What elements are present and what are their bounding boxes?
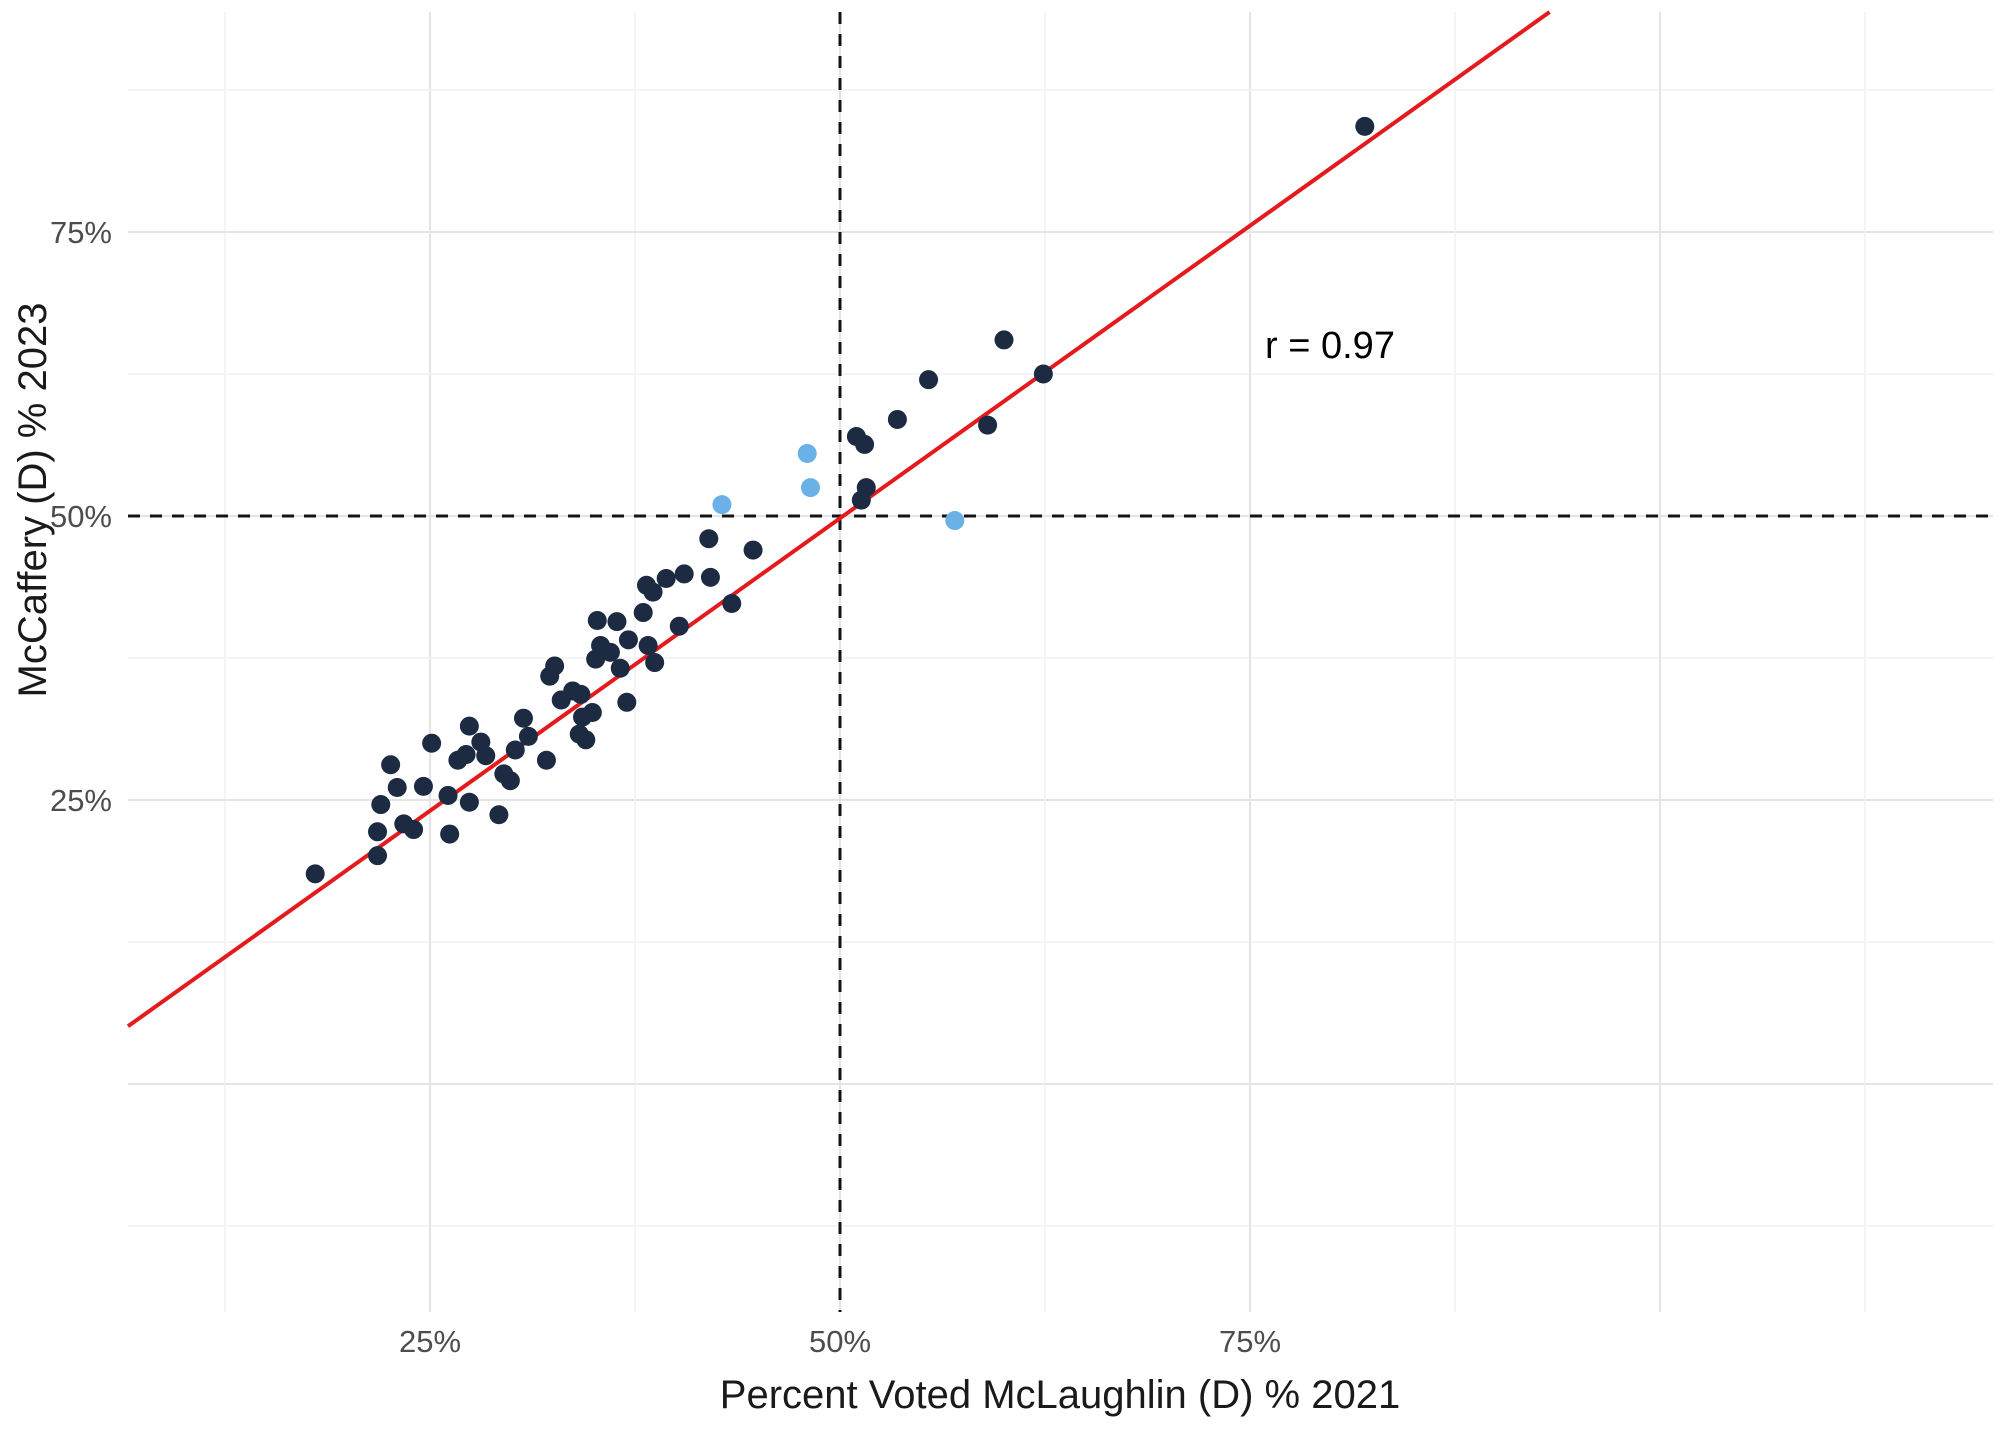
data-point (978, 415, 998, 435)
data-point (645, 653, 665, 673)
data-point (536, 750, 556, 770)
data-point (1033, 364, 1053, 384)
data-point (919, 370, 939, 390)
data-point (674, 564, 694, 584)
data-point (438, 785, 458, 805)
data-point (607, 612, 627, 632)
data-point (459, 792, 479, 812)
data-point (551, 690, 571, 710)
data-point (476, 746, 496, 766)
axis-ticks: 25% 50% 75% 25% 50% 75% (50, 215, 1281, 1359)
data-point (656, 568, 676, 588)
x-tick-label: 75% (1219, 1324, 1281, 1359)
data-point (413, 776, 433, 796)
data-point (459, 716, 479, 736)
data-point (368, 846, 388, 866)
data-point (669, 616, 689, 636)
data-point (387, 778, 407, 798)
fit-line-group (126, 10, 1551, 1028)
data-point (381, 755, 401, 775)
data-point (500, 771, 520, 791)
data-point (945, 511, 965, 531)
data-point (610, 658, 630, 678)
data-point (617, 692, 637, 712)
data-points (305, 116, 1375, 884)
data-point (371, 795, 391, 815)
correlation-annotation: r = 0.97 (1265, 325, 1395, 367)
data-point (887, 409, 907, 429)
data-point (571, 684, 591, 704)
data-point (994, 330, 1014, 350)
data-point (505, 740, 525, 760)
reference-lines (128, 12, 1993, 1312)
y-tick-label: 75% (50, 215, 112, 250)
y-axis-title: McCaffery (D) % 2023 (11, 303, 55, 698)
gridlines (128, 12, 1993, 1312)
y-tick-label: 50% (50, 499, 112, 534)
data-point (513, 708, 533, 728)
data-point (586, 649, 606, 669)
x-tick-label: 25% (399, 1324, 461, 1359)
x-axis-title: Percent Voted McLaughlin (D) % 2021 (720, 1373, 1400, 1417)
data-point (618, 630, 638, 650)
data-point (851, 490, 871, 510)
data-point (582, 703, 602, 723)
data-point (440, 824, 460, 844)
data-point (643, 582, 663, 602)
data-point (368, 822, 388, 842)
data-point (587, 611, 607, 631)
data-point (699, 529, 719, 549)
data-point (448, 750, 468, 770)
data-point (394, 814, 414, 834)
data-point (855, 434, 875, 454)
data-point (540, 666, 560, 686)
data-point (1355, 116, 1375, 136)
data-point (797, 444, 817, 464)
data-point (600, 642, 620, 662)
data-point (743, 540, 763, 560)
data-point (633, 603, 653, 623)
data-point (489, 805, 509, 825)
data-point (722, 593, 742, 613)
data-point (305, 864, 325, 884)
fit-line (126, 10, 1551, 1028)
data-point (518, 726, 538, 746)
data-point (800, 478, 820, 498)
y-tick-label: 25% (50, 783, 112, 818)
data-point (712, 495, 732, 515)
data-point (700, 567, 720, 587)
data-point (638, 636, 658, 656)
x-tick-label: 50% (809, 1324, 871, 1359)
data-point (422, 733, 442, 753)
data-point (576, 730, 596, 750)
